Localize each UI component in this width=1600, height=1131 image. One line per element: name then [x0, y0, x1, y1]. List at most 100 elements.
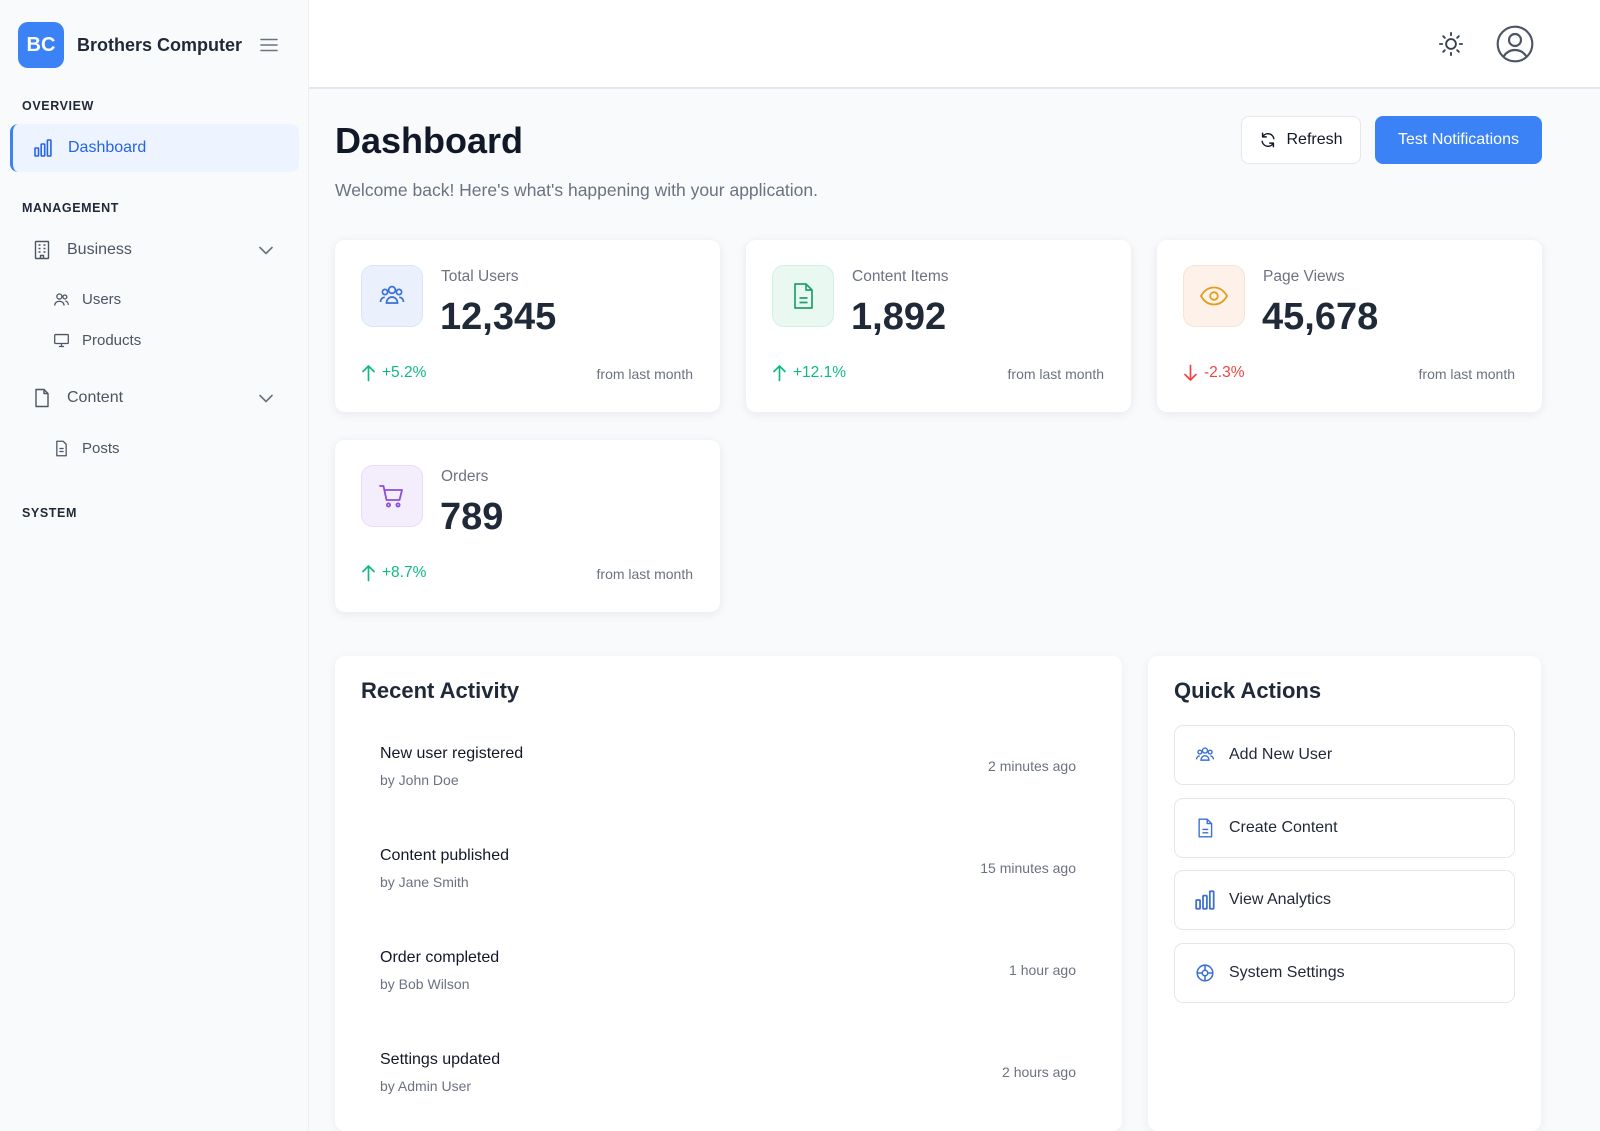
sidebar-item-products[interactable]: Products [0, 320, 309, 360]
activity-time: 2 minutes ago [988, 758, 1076, 774]
stat-footnote: from last month [1007, 366, 1104, 382]
arrow-down-icon [1183, 364, 1198, 382]
activity-time: 1 hour ago [1009, 962, 1076, 978]
monitor-icon [53, 332, 70, 349]
brand-logo[interactable]: BC [18, 22, 64, 68]
activity-item[interactable]: Order completed by Bob Wilson 1 hour ago [380, 949, 1076, 1009]
stat-change: +8.7% [361, 564, 426, 582]
quick-actions-panel: Quick Actions Add New User Create Conten… [1148, 656, 1541, 1131]
sidebar: BC Brothers Computer OVERVIEW Dashboard … [0, 0, 309, 1131]
stat-label: Page Views [1263, 268, 1345, 285]
quick-action-label: Add New User [1229, 746, 1333, 763]
activity-title: Content published [380, 847, 509, 864]
stat-card-total-users: Total Users 12,345 +5.2% from last month [335, 240, 720, 412]
sidebar-item-dashboard[interactable]: Dashboard [10, 124, 299, 172]
stat-label: Content Items [852, 268, 949, 285]
recent-activity-title: Recent Activity [361, 678, 520, 703]
quick-action-label: Create Content [1229, 819, 1338, 836]
users-icon [53, 291, 70, 308]
refresh-button[interactable]: Refresh [1241, 116, 1361, 164]
document-icon [772, 265, 834, 327]
users-icon [1194, 744, 1216, 766]
stat-change-value: +5.2% [382, 364, 427, 381]
activity-author: by Bob Wilson [380, 976, 470, 992]
add-new-user-button[interactable]: Add New User [1174, 725, 1515, 785]
quick-action-label: System Settings [1229, 964, 1345, 981]
sidebar-item-label: Business [67, 241, 132, 258]
refresh-icon [1259, 131, 1277, 149]
stat-change-value: +8.7% [382, 564, 427, 581]
stat-card-page-views: Page Views 45,678 -2.3% from last month [1157, 240, 1542, 412]
stat-change: +5.2% [361, 364, 426, 382]
activity-item[interactable]: Settings updated by Admin User 2 hours a… [380, 1051, 1076, 1111]
refresh-label: Refresh [1286, 131, 1343, 148]
stat-change-value: +12.1% [793, 364, 847, 381]
sun-icon[interactable] [1437, 30, 1465, 58]
sidebar-item-users[interactable]: Users [0, 279, 309, 319]
sidebar-item-label: Users [82, 290, 122, 308]
activity-item[interactable]: Content published by Jane Smith 15 minut… [380, 847, 1076, 907]
menu-icon[interactable] [260, 38, 278, 52]
stat-label: Orders [441, 468, 489, 485]
stat-value: 12,345 [440, 296, 557, 338]
activity-time: 2 hours ago [1002, 1064, 1076, 1080]
activity-time: 15 minutes ago [980, 860, 1076, 876]
stat-change: -2.3% [1183, 364, 1245, 382]
chevron-down-icon[interactable] [259, 246, 273, 255]
view-analytics-button[interactable]: View Analytics [1174, 870, 1515, 930]
test-notifications-button[interactable]: Test Notifications [1375, 116, 1542, 164]
brand-name[interactable]: Brothers Computer [77, 34, 243, 55]
activity-item[interactable]: New user registered by John Doe 2 minute… [380, 745, 1076, 805]
stat-label: Total Users [441, 268, 519, 285]
activity-title: New user registered [380, 745, 524, 762]
users-icon [361, 265, 423, 327]
activity-title: Settings updated [380, 1051, 501, 1068]
bar-chart-icon [33, 138, 53, 158]
sidebar-item-label: Products [82, 331, 142, 349]
document-icon [32, 388, 52, 408]
activity-author: by Jane Smith [380, 874, 469, 890]
stat-footnote: from last month [1418, 366, 1515, 382]
eye-icon [1183, 265, 1245, 327]
stat-footnote: from last month [596, 366, 693, 382]
stat-card-content-items: Content Items 1,892 +12.1% from last mon… [746, 240, 1131, 412]
brand: BC Brothers Computer [0, 0, 308, 90]
system-settings-button[interactable]: System Settings [1174, 943, 1515, 1003]
sidebar-item-label: Posts [82, 439, 120, 457]
stat-value: 789 [440, 496, 504, 538]
sidebar-item-posts[interactable]: Posts [0, 428, 309, 468]
section-system: SYSTEM [22, 506, 77, 520]
create-content-button[interactable]: Create Content [1174, 798, 1515, 858]
stat-footnote: from last month [596, 566, 693, 582]
cart-icon [361, 465, 423, 527]
user-circle-icon[interactable] [1495, 24, 1535, 64]
quick-action-label: View Analytics [1229, 891, 1331, 908]
arrow-up-icon [772, 364, 787, 382]
arrow-up-icon [361, 564, 376, 582]
sidebar-item-label: Content [67, 389, 124, 406]
activity-title: Order completed [380, 949, 500, 966]
gear-icon [1194, 962, 1216, 984]
sidebar-item-label: Dashboard [68, 139, 147, 156]
activity-author: by John Doe [380, 772, 459, 788]
top-bar [309, 0, 1600, 89]
sidebar-item-business[interactable]: Business [0, 226, 309, 274]
arrow-up-icon [361, 364, 376, 382]
stat-card-orders: Orders 789 +8.7% from last month [335, 440, 720, 612]
quick-actions-title: Quick Actions [1174, 678, 1322, 703]
sidebar-item-content[interactable]: Content [0, 374, 309, 422]
section-overview: OVERVIEW [22, 99, 94, 113]
stat-value: 1,892 [851, 296, 947, 338]
file-text-icon [53, 440, 70, 457]
stat-value: 45,678 [1262, 296, 1379, 338]
recent-activity-panel: Recent Activity New user registered by J… [335, 656, 1122, 1131]
page-subtitle: Welcome back! Here's what's happening wi… [335, 180, 819, 200]
chevron-down-icon[interactable] [259, 394, 273, 403]
section-management: MANAGEMENT [22, 201, 119, 215]
document-icon [1194, 817, 1216, 839]
stat-change: +12.1% [772, 364, 846, 382]
stat-change-value: -2.3% [1204, 364, 1245, 381]
page-title: Dashboard [335, 120, 524, 161]
building-icon [32, 240, 52, 260]
bar-chart-icon [1194, 889, 1216, 911]
